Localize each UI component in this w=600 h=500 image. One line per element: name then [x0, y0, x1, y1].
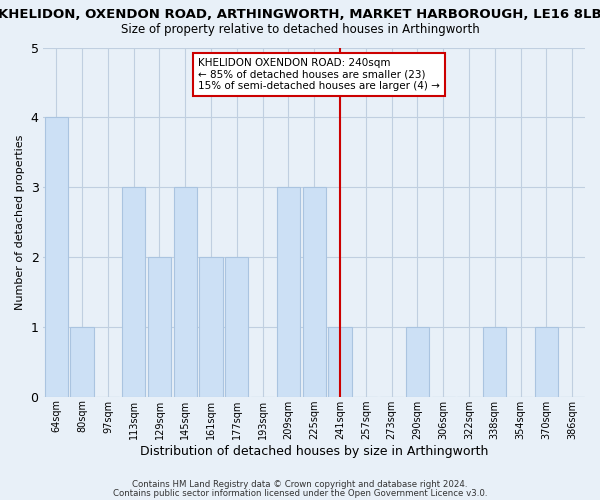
Bar [302, 187, 326, 396]
Bar [535, 327, 558, 396]
Bar [277, 187, 300, 396]
Text: KHELIDON, OXENDON ROAD, ARTHINGWORTH, MARKET HARBOROUGH, LE16 8LB: KHELIDON, OXENDON ROAD, ARTHINGWORTH, MA… [0, 8, 600, 20]
Bar [483, 327, 506, 396]
Bar [328, 327, 352, 396]
Bar [122, 187, 145, 396]
Y-axis label: Number of detached properties: Number of detached properties [15, 134, 25, 310]
Bar [70, 327, 94, 396]
Text: Size of property relative to detached houses in Arthingworth: Size of property relative to detached ho… [121, 22, 479, 36]
Bar [45, 118, 68, 396]
Bar [406, 327, 429, 396]
Bar [173, 187, 197, 396]
Text: Contains public sector information licensed under the Open Government Licence v3: Contains public sector information licen… [113, 489, 487, 498]
Bar [225, 257, 248, 396]
Text: KHELIDON OXENDON ROAD: 240sqm
← 85% of detached houses are smaller (23)
15% of s: KHELIDON OXENDON ROAD: 240sqm ← 85% of d… [198, 58, 440, 91]
Bar [148, 257, 171, 396]
Bar [199, 257, 223, 396]
X-axis label: Distribution of detached houses by size in Arthingworth: Distribution of detached houses by size … [140, 444, 488, 458]
Text: Contains HM Land Registry data © Crown copyright and database right 2024.: Contains HM Land Registry data © Crown c… [132, 480, 468, 489]
